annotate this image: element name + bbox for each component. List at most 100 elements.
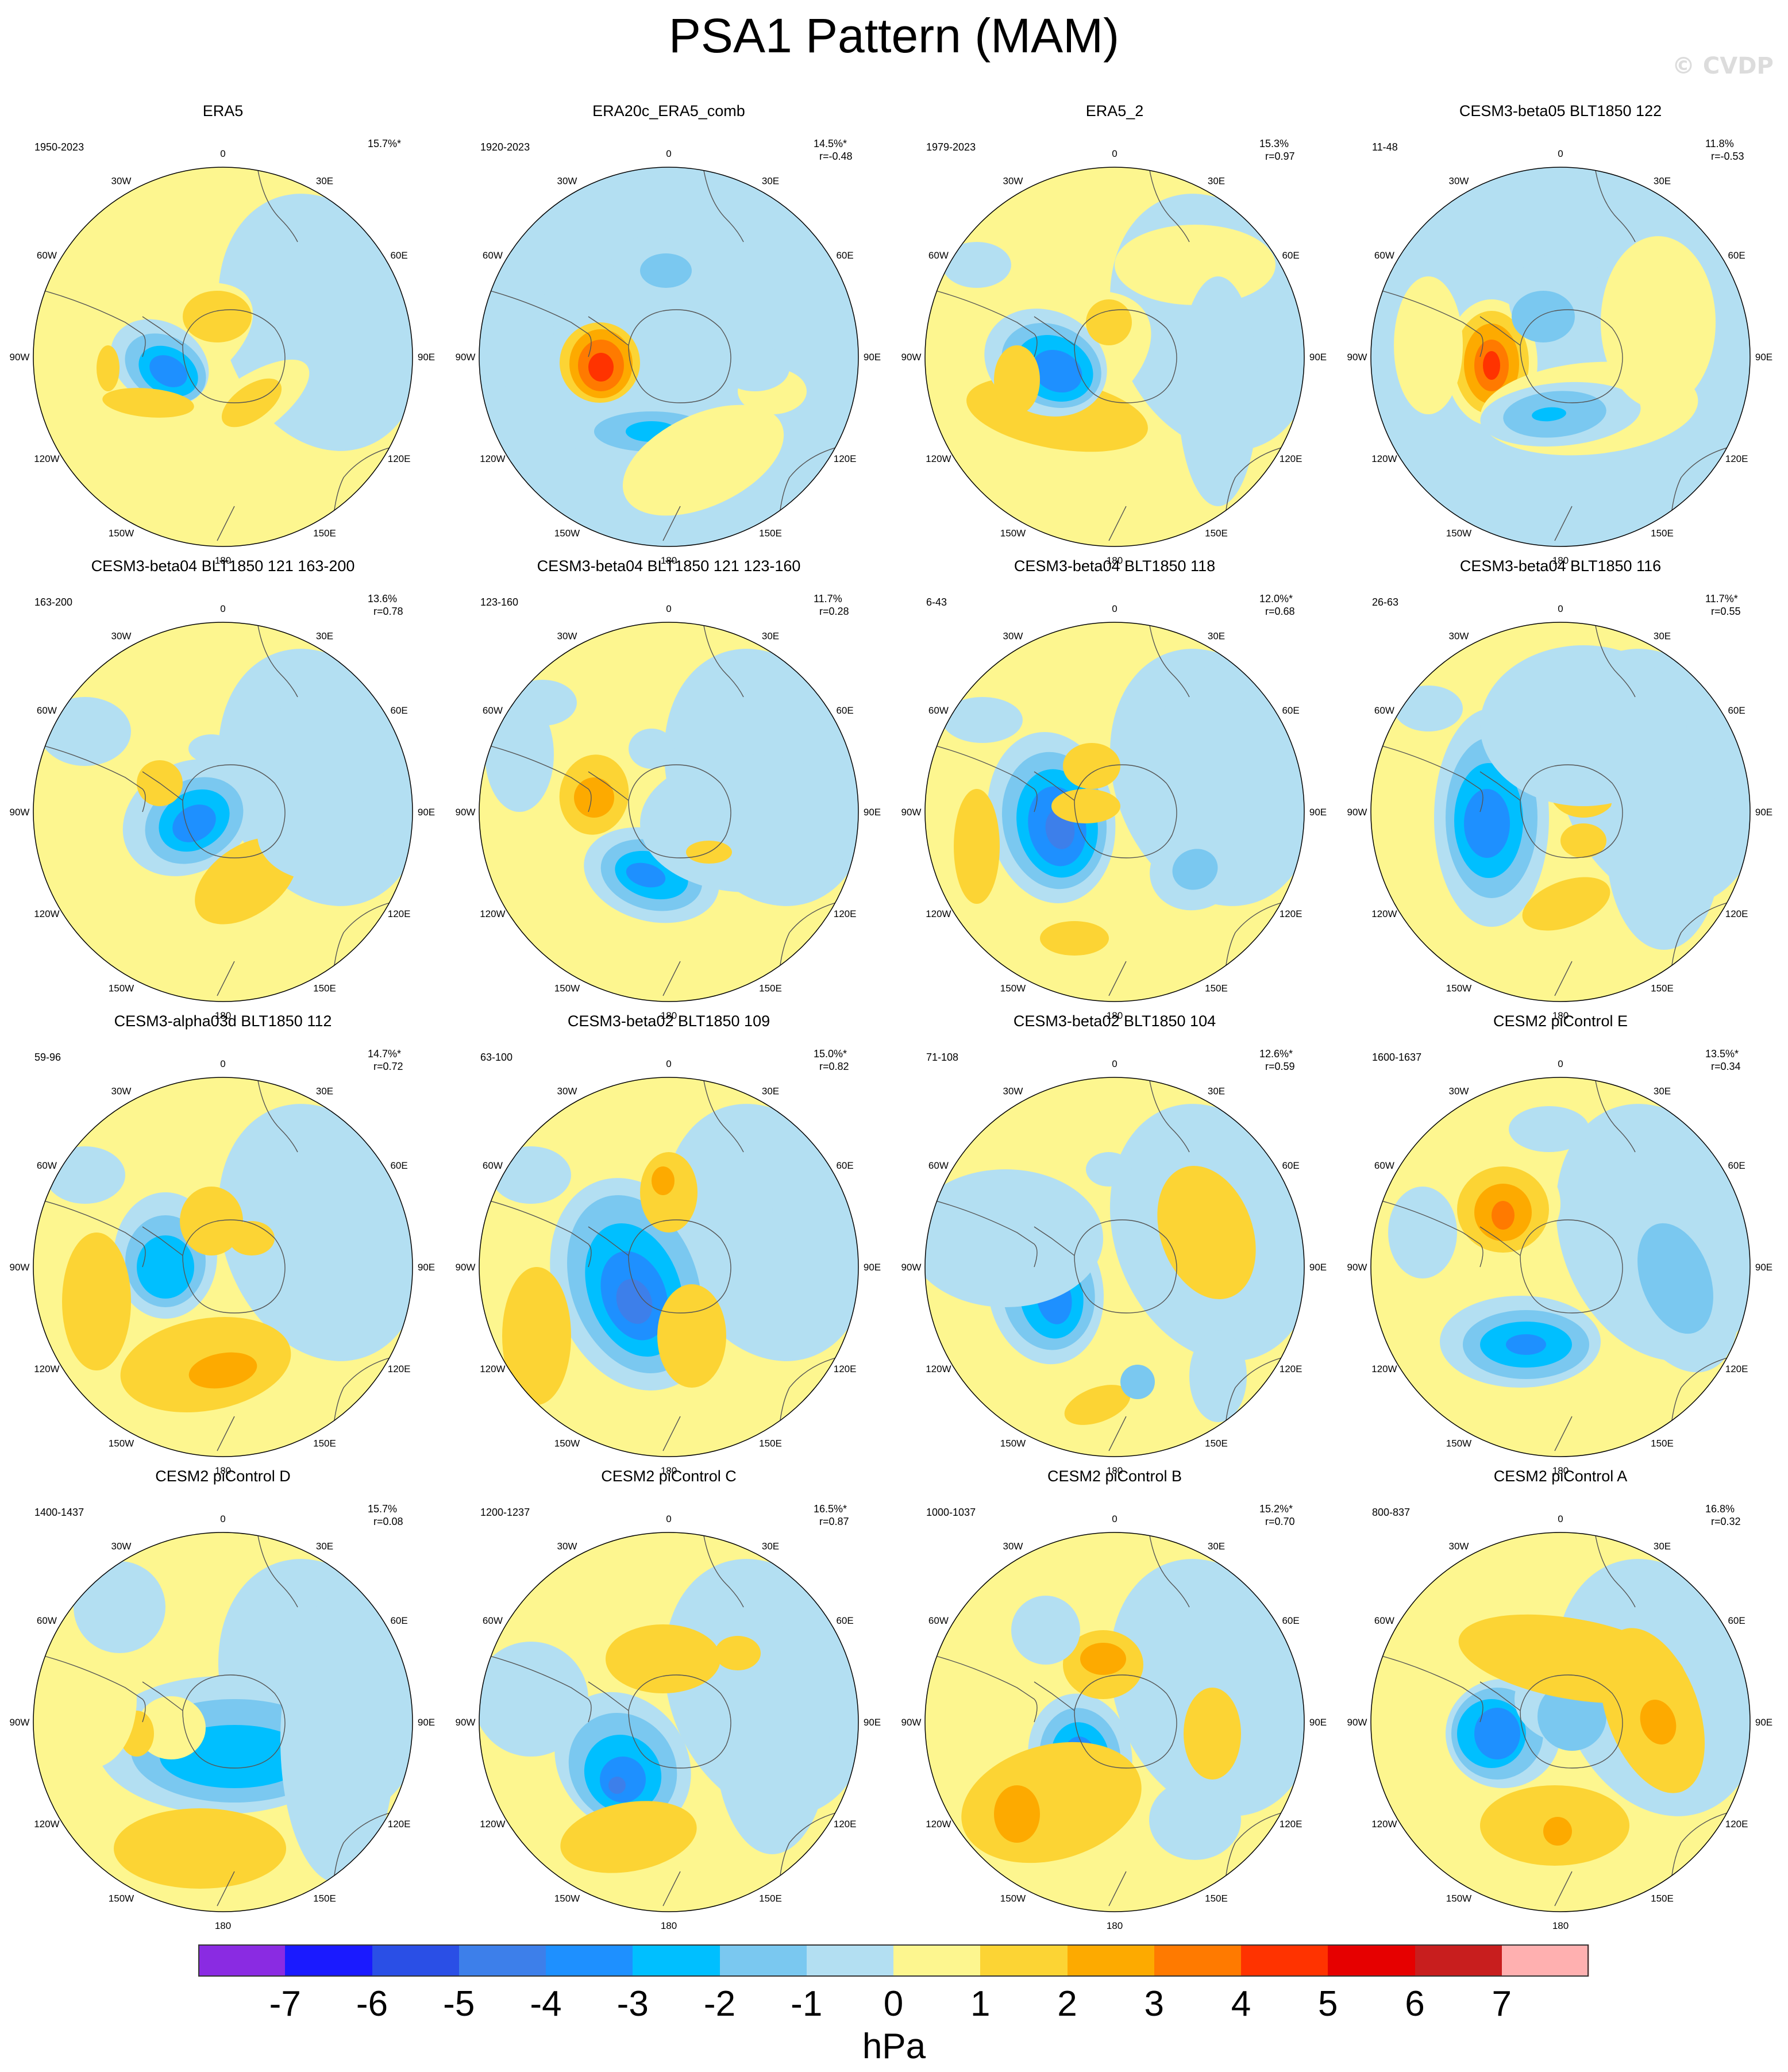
map-boundary [33, 1077, 413, 1457]
polar-map: CESM2 piControl D 1400-1437 15.7%r=0.08 0 30… [10, 1468, 436, 1931]
longitude-label: 60E [1282, 705, 1299, 716]
longitude-label: 30E [1654, 1085, 1671, 1096]
map-boundary [924, 622, 1305, 1002]
new-zealand-coastline [1554, 1416, 1573, 1451]
longitude-label: 150E [759, 528, 782, 539]
antarctic-peninsula-coastline [1034, 771, 1075, 801]
positive-anomaly-contour [502, 1267, 571, 1405]
panel-variance-percent: 15.3% [1259, 138, 1289, 149]
longitude-label: 60W [928, 705, 949, 716]
panel-title: CESM3-alpha03d BLT1850 112 [114, 1012, 332, 1030]
map-panel: CESM3-beta04 BLT1850 121 163-200 163-200 1… [0, 552, 446, 1021]
colorbar-swatch [719, 1944, 807, 1977]
longitude-label: 90W [456, 1717, 476, 1728]
longitude-label: 150W [109, 1438, 134, 1449]
colorbar-tick-label: 4 [1231, 1984, 1251, 2024]
positive-anomaly-contour [622, 405, 784, 516]
negative-anomaly-contour [942, 242, 1011, 288]
panel-period: 63-100 [480, 1052, 512, 1063]
longitude-label: 120W [1371, 453, 1397, 464]
positive-anomaly-contour [1394, 276, 1463, 414]
longitude-label: 120E [1280, 1819, 1303, 1830]
antarctica-coastline [182, 309, 286, 403]
panel-pattern-correlation: r=0.78 [373, 606, 403, 617]
longitude-label: 60E [836, 705, 853, 716]
longitude-label: 90W [901, 807, 922, 818]
map-panel: ERA5 1950-2023 15.7%* 0 30E 60E 90E 120E 150E 180… [0, 97, 446, 566]
longitude-label: 90E [1755, 1262, 1772, 1273]
longitude-label: 120W [34, 453, 59, 464]
africa-coastline [257, 1077, 298, 1153]
positive-anomaly-contour [1483, 351, 1500, 380]
negative-anomaly-contour [626, 862, 666, 888]
colorbar-tick-label: 2 [1057, 1984, 1077, 2024]
colorbar-swatch [285, 1944, 372, 1977]
longitude-label: 180 [215, 1920, 231, 1931]
colorbar-tick-label: -7 [269, 1984, 301, 2024]
africa-coastline [257, 167, 298, 242]
longitude-label: 180 [661, 555, 677, 566]
positive-anomaly-contour [994, 1785, 1040, 1843]
colorbar-tick-label: 7 [1492, 1984, 1512, 2024]
antarctica-coastline [1074, 309, 1177, 403]
longitude-label: 60W [483, 705, 503, 716]
longitude-label: 150E [1205, 1893, 1228, 1904]
longitude-label: 150E [1651, 983, 1674, 994]
longitude-label: 60W [483, 1160, 503, 1171]
panel-pattern-correlation: r=0.32 [1711, 1516, 1741, 1527]
map-boundary [479, 622, 859, 1002]
longitude-label: 120W [926, 1364, 951, 1374]
new-zealand-coastline [1554, 1871, 1573, 1907]
panel-variance-percent: 15.0%* [814, 1048, 847, 1060]
longitude-label: 120W [1371, 1364, 1397, 1374]
map-boundary [33, 622, 413, 1002]
south-america-coastline [925, 742, 1038, 812]
longitude-label: 180 [1107, 555, 1123, 566]
longitude-label: 120E [388, 1819, 411, 1830]
longitude-label: 30E [762, 630, 779, 641]
longitude-label: 90E [1309, 1717, 1327, 1728]
africa-coastline [1594, 1077, 1636, 1153]
longitude-label: 90E [1309, 807, 1327, 818]
negative-anomaly-contour [257, 789, 384, 881]
antarctica-coastline [182, 1219, 286, 1314]
antarctica-coastline [628, 764, 731, 858]
map-boundary [1370, 167, 1751, 547]
negative-anomaly-contour [188, 734, 234, 763]
longitude-label: 90E [1309, 352, 1327, 363]
south-america-coastline [479, 742, 592, 812]
positive-anomaly-contour [1371, 1630, 1463, 1699]
polar-map: CESM3-beta02 BLT1850 104 71-108 12.6%*r=0.… [901, 1012, 1327, 1476]
colorbar-swatch [806, 1944, 894, 1977]
negative-anomaly-contour [508, 680, 577, 726]
colorbar-tick-label: -1 [791, 1984, 823, 2024]
positive-anomaly-contour [221, 378, 282, 428]
panel-variance-percent: 11.7%* [1705, 593, 1738, 604]
negative-anomaly-contour [640, 754, 858, 892]
colorbar-swatch [1501, 1944, 1589, 1977]
longitude-label: 180 [661, 1010, 677, 1021]
longitude-label: 60W [928, 250, 949, 261]
antarctica-coastline [628, 1219, 731, 1314]
polar-map: CESM3-beta04 BLT1850 121 163-200 163-200 1… [10, 557, 436, 1021]
africa-coastline [703, 1532, 744, 1608]
longitude-label: 30E [316, 1540, 333, 1551]
longitude-label: 30W [1003, 1085, 1023, 1096]
longitude-label: 90W [1347, 352, 1367, 363]
positive-anomaly-contour [657, 1284, 726, 1388]
longitude-label: 60W [483, 250, 503, 261]
panel-period: 26-63 [1372, 596, 1398, 608]
longitude-label: 90E [418, 352, 435, 363]
positive-anomaly-contour [1640, 1700, 1677, 1744]
longitude-label: 150E [1205, 983, 1228, 994]
longitude-label: 150E [1651, 1438, 1674, 1449]
south-america-coastline [33, 1197, 146, 1268]
africa-coastline [1594, 167, 1636, 242]
longitude-label: 90W [456, 1262, 476, 1273]
south-america-coastline [33, 287, 146, 357]
colorbar-tick-label: 1 [970, 1984, 991, 2024]
positive-anomaly-contour [1560, 823, 1606, 858]
panel-pattern-correlation: r=0.68 [1265, 606, 1295, 617]
antarctica-coastline [1520, 1674, 1623, 1769]
map-panel: CESM2 piControl A 800-837 16.8% r=0.32 0 30E 6… [1338, 1462, 1783, 1931]
